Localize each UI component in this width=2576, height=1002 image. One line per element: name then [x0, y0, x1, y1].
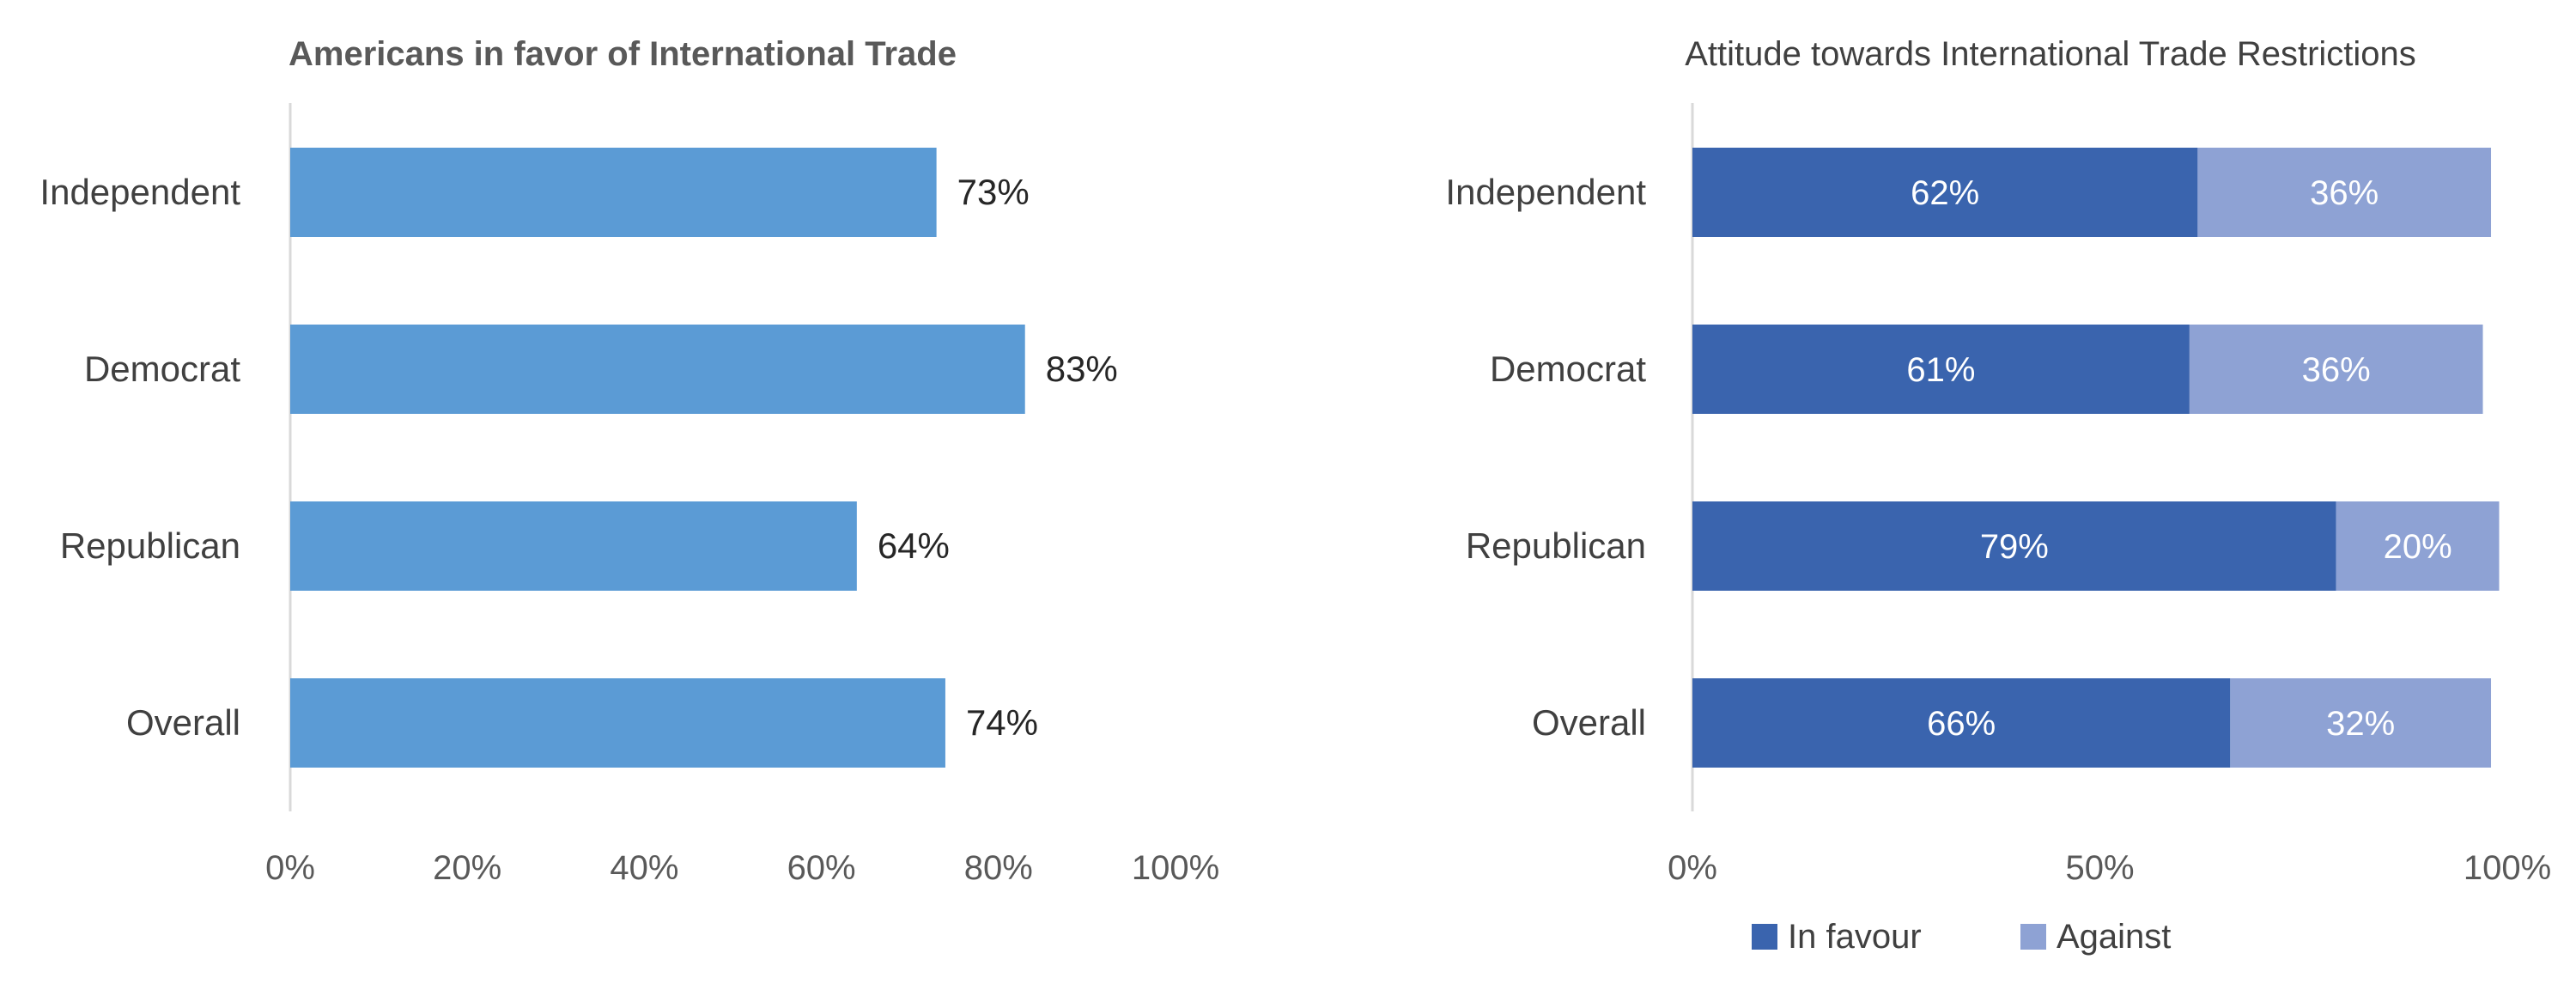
trade-favor-category-democrat: Democrat [84, 349, 240, 389]
trade-favor-tick-1: 20% [433, 849, 501, 887]
trade-favor-bar-overall [290, 678, 945, 768]
legend-label-in-favour: In favour [1788, 918, 1922, 956]
trade-favor-category-independent: Independent [39, 172, 240, 212]
trade-restrictions-category-republican: Republican [1466, 525, 1646, 566]
trade-favor-tick-3: 60% [787, 849, 856, 887]
trade-restrictions-bar-democrat-in-favour [1692, 325, 2190, 414]
legend-swatch-against [2020, 924, 2046, 950]
trade-favor-value-republican: 64% [878, 525, 950, 566]
trade-favor-bar-independent [290, 148, 937, 237]
legend-label-against: Against [2057, 918, 2171, 956]
trade-favor-chart: Americans in favor of International Trad… [39, 35, 1219, 887]
trade-favor-category-overall: Overall [126, 702, 240, 743]
trade-favor-bars: 73% 83% 64% 74% [290, 148, 1118, 768]
trade-restrictions-bar-overall-in-favour [1692, 678, 2231, 768]
trade-favor-tick-labels: 0% 20% 40% 60% 80% 100% [265, 849, 1219, 887]
trade-favor-tick-5: 100% [1132, 849, 1219, 887]
trade-restrictions-bar-republican-in-favour [1692, 501, 2336, 591]
trade-restrictions-bars: 62% 36% 61% 36% 79% 20% 66% 32% [1692, 148, 2500, 768]
trade-restrictions-value-overall-in-favour: 66% [1927, 705, 1996, 743]
trade-restrictions-bar-democrat-against [2189, 325, 2483, 414]
trade-restrictions-value-republican-in-favour: 79% [1980, 528, 2049, 566]
trade-restrictions-tick-2: 100% [2464, 849, 2551, 887]
trade-restrictions-category-overall: Overall [1532, 702, 1646, 743]
trade-restrictions-bar-independent-against [2197, 148, 2492, 237]
trade-restrictions-value-democrat-in-favour: 61% [1906, 351, 1975, 389]
trade-favor-tick-4: 80% [964, 849, 1033, 887]
trade-restrictions-value-independent-against: 36% [2310, 174, 2379, 212]
trade-restrictions-bar-overall-against [2230, 678, 2492, 768]
trade-favor-tick-2: 40% [610, 849, 678, 887]
trade-favor-category-republican: Republican [60, 525, 240, 566]
trade-favor-title: Americans in favor of International Trad… [289, 35, 957, 73]
trade-restrictions-value-republican-against: 20% [2384, 528, 2452, 566]
trade-favor-value-independent: 73% [957, 172, 1030, 212]
trade-restrictions-category-independent: Independent [1445, 172, 1646, 212]
trade-restrictions-bar-republican-against [2336, 501, 2500, 591]
trade-restrictions-category-democrat: Democrat [1490, 349, 1646, 389]
trade-favor-tick-0: 0% [265, 849, 315, 887]
trade-favor-bar-republican [290, 501, 857, 591]
trade-restrictions-legend: In favour Against [1752, 918, 2171, 956]
legend-swatch-in-favour [1752, 924, 1777, 950]
trade-restrictions-tick-labels: 0% 50% 100% [1668, 849, 2551, 887]
trade-restrictions-bar-independent-in-favour [1692, 148, 2198, 237]
trade-favor-category-labels: Independent Democrat Republican Overall [39, 172, 240, 743]
trade-favor-bar-democrat [290, 325, 1025, 414]
trade-restrictions-chart: Attitude towards International Trade Res… [1445, 35, 2551, 956]
trade-restrictions-title: Attitude towards International Trade Res… [1685, 35, 2416, 73]
trade-restrictions-value-democrat-against: 36% [2302, 351, 2371, 389]
trade-restrictions-category-labels: Independent Democrat Republican Overall [1445, 172, 1646, 743]
trade-favor-value-democrat: 83% [1046, 349, 1118, 389]
trade-restrictions-tick-0: 0% [1668, 849, 1717, 887]
trade-restrictions-tick-1: 50% [2065, 849, 2134, 887]
trade-favor-value-overall: 74% [966, 702, 1038, 743]
trade-restrictions-value-independent-in-favour: 62% [1911, 174, 1979, 212]
trade-restrictions-value-overall-against: 32% [2326, 705, 2395, 743]
